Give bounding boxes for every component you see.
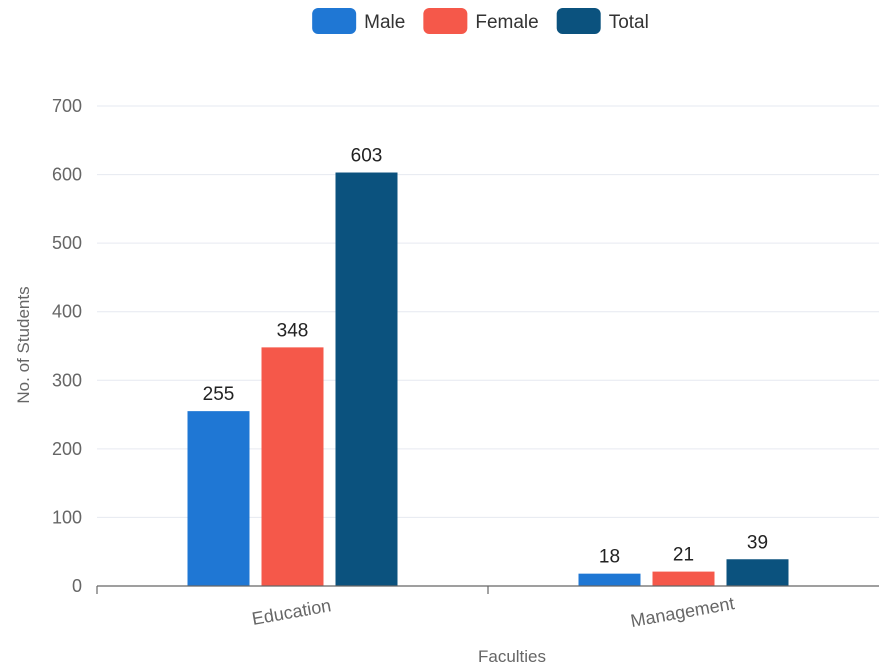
legend-label-male: Male	[364, 12, 405, 33]
legend-swatch-female	[423, 8, 468, 34]
data-label-education-male: 255	[203, 384, 235, 405]
data-label-management-total: 39	[747, 532, 768, 553]
y-axis-title: No. of Students	[14, 286, 33, 403]
bar-education-male	[187, 411, 250, 586]
x-tick-label-education: Education	[250, 595, 332, 629]
data-label-management-female: 21	[673, 545, 694, 566]
y-tick-label-400: 400	[52, 302, 82, 322]
legend-swatch-male	[312, 8, 357, 34]
legend-label-female: Female	[475, 12, 538, 33]
y-tick-label-700: 700	[52, 96, 82, 116]
y-tick-label-0: 0	[72, 576, 82, 596]
y-tick-label-100: 100	[52, 507, 82, 527]
legend-label-total: Total	[609, 12, 649, 33]
bar-management-male	[578, 573, 641, 586]
x-axis-title: Faculties	[478, 647, 546, 666]
bar-management-female	[652, 571, 715, 586]
data-label-education-female: 348	[277, 320, 309, 341]
data-label-management-male: 18	[599, 547, 620, 568]
bar-education-female	[261, 347, 324, 586]
x-tick-label-management: Management	[629, 593, 736, 631]
legend: Male Female Total	[312, 8, 649, 34]
y-tick-label-600: 600	[52, 165, 82, 185]
y-tick-label-200: 200	[52, 439, 82, 459]
y-axis-ticks: 0 100 200 300 400 500 600 700	[52, 96, 82, 596]
bar-education-total	[335, 172, 398, 586]
y-tick-label-500: 500	[52, 233, 82, 253]
data-label-education-total: 603	[351, 146, 383, 167]
y-tick-label-300: 300	[52, 370, 82, 390]
x-axis: Education Management	[96, 585, 879, 631]
bar-management-total	[726, 559, 789, 586]
bars	[187, 172, 789, 586]
data-labels: 255 348 603 18 21 39	[203, 146, 768, 568]
legend-swatch-total	[556, 8, 601, 34]
